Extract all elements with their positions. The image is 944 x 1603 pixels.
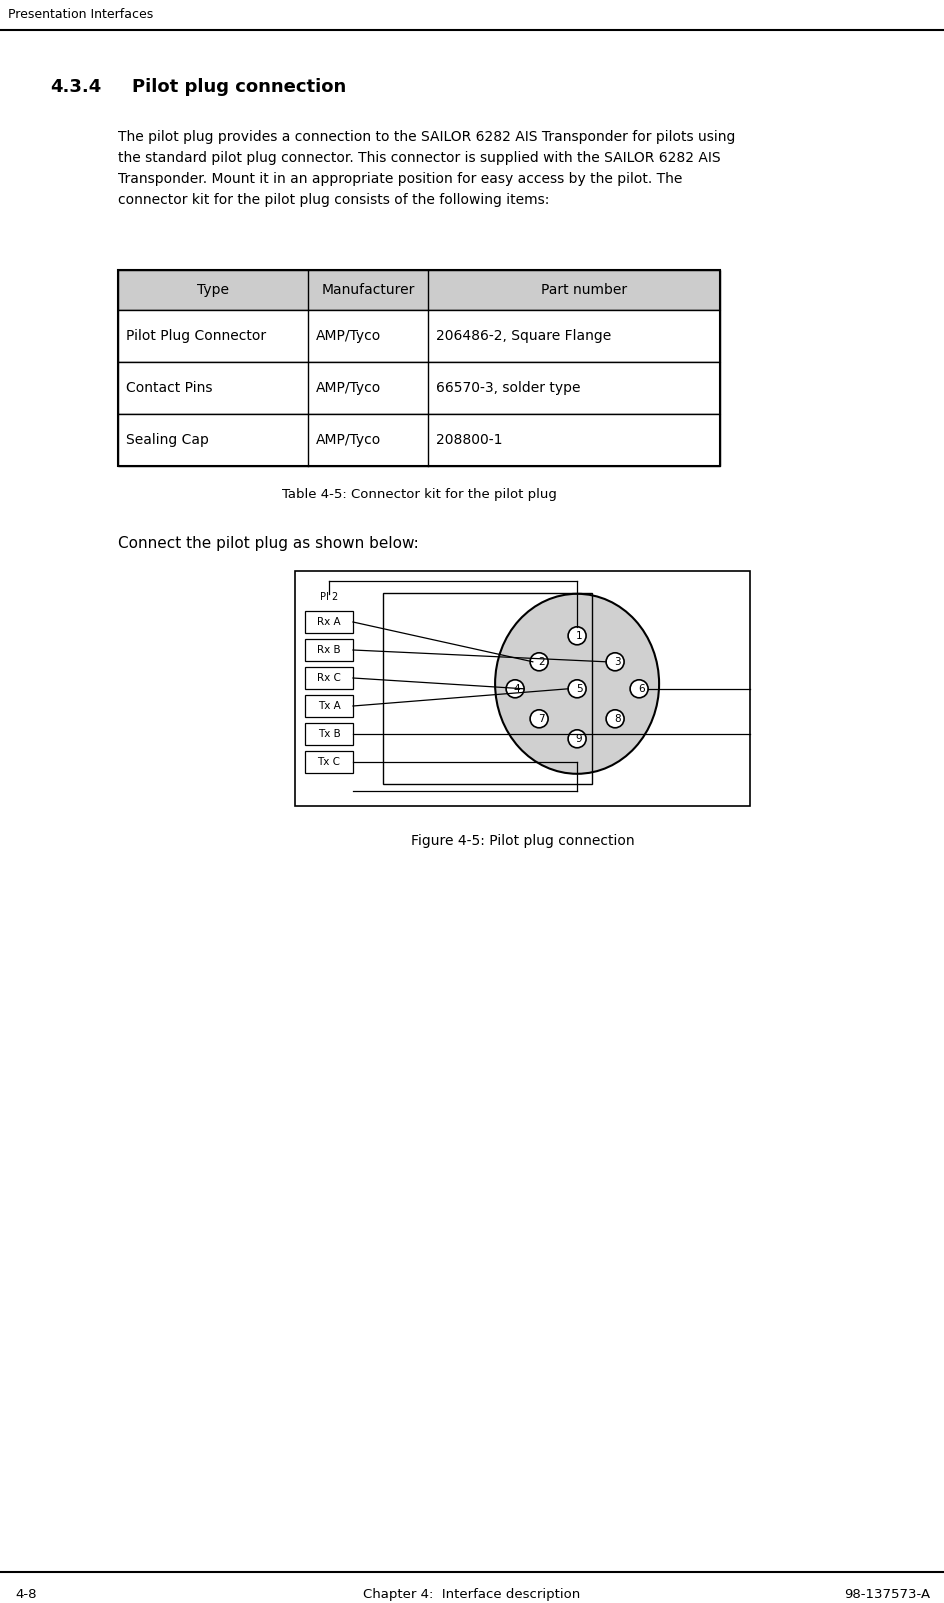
Bar [295, 571, 750, 806]
Text: AMP/Tyco: AMP/Tyco [315, 433, 380, 447]
Text: 208800-1: 208800-1 [435, 433, 502, 447]
Text: 4-8: 4-8 [15, 1589, 37, 1601]
Text: 5: 5 [575, 684, 582, 694]
Text: 9: 9 [575, 734, 582, 744]
Text: The pilot plug provides a connection to the SAILOR 6282 AIS Transponder for pilo: The pilot plug provides a connection to … [118, 130, 734, 144]
Circle shape [530, 710, 548, 728]
Text: Rx A: Rx A [317, 617, 341, 627]
Text: Presentation Interfaces: Presentation Interfaces [8, 8, 153, 21]
Bar [118, 362, 719, 414]
Text: Pilot Plug Connector: Pilot Plug Connector [126, 329, 266, 343]
Text: 1: 1 [575, 632, 582, 641]
Text: Type: Type [196, 284, 228, 297]
Bar [118, 309, 719, 362]
Text: 3: 3 [614, 657, 620, 667]
Text: the standard pilot plug connector. This connector is supplied with the SAILOR 62: the standard pilot plug connector. This … [118, 151, 720, 165]
Text: 6: 6 [637, 684, 644, 694]
Circle shape [630, 680, 648, 697]
Bar [305, 667, 353, 689]
Text: Table 4-5: Connector kit for the pilot plug: Table 4-5: Connector kit for the pilot p… [281, 487, 556, 502]
Text: Part number: Part number [540, 284, 627, 297]
Text: Chapter 4:  Interface description: Chapter 4: Interface description [363, 1589, 580, 1601]
Text: 206486-2, Square Flange: 206486-2, Square Flange [435, 329, 611, 343]
Text: Tx B: Tx B [317, 729, 340, 739]
Circle shape [567, 627, 585, 644]
Circle shape [567, 729, 585, 749]
Text: Contact Pins: Contact Pins [126, 382, 212, 394]
Text: Tx C: Tx C [317, 757, 340, 766]
Circle shape [567, 680, 585, 697]
Bar [305, 611, 353, 633]
Text: 4.3.4: 4.3.4 [50, 79, 101, 96]
Bar [118, 269, 719, 466]
Text: Sealing Cap: Sealing Cap [126, 433, 209, 447]
Text: 98-137573-A: 98-137573-A [843, 1589, 929, 1601]
Circle shape [506, 680, 524, 697]
Text: Connect the pilot plug as shown below:: Connect the pilot plug as shown below: [118, 535, 418, 551]
Circle shape [530, 652, 548, 670]
Text: Transponder. Mount it in an appropriate position for easy access by the pilot. T: Transponder. Mount it in an appropriate … [118, 172, 682, 186]
Text: Rx B: Rx B [317, 644, 341, 656]
Text: 66570-3, solder type: 66570-3, solder type [435, 382, 580, 394]
Bar [305, 640, 353, 660]
Text: Tx A: Tx A [317, 701, 340, 712]
Bar [305, 696, 353, 717]
Text: 8: 8 [614, 713, 620, 725]
Text: Figure 4-5: Pilot plug connection: Figure 4-5: Pilot plug connection [411, 834, 633, 848]
Text: 4: 4 [514, 684, 520, 694]
Circle shape [605, 652, 623, 670]
Bar [305, 723, 353, 745]
Bar [118, 269, 719, 309]
Text: PI 2: PI 2 [319, 592, 338, 603]
Text: 7: 7 [537, 713, 544, 725]
Text: Rx C: Rx C [317, 673, 341, 683]
Text: Manufacturer: Manufacturer [321, 284, 414, 297]
Circle shape [605, 710, 623, 728]
Text: 2: 2 [537, 657, 544, 667]
Ellipse shape [495, 593, 658, 774]
Text: AMP/Tyco: AMP/Tyco [315, 329, 380, 343]
Bar [118, 414, 719, 466]
Text: connector kit for the pilot plug consists of the following items:: connector kit for the pilot plug consist… [118, 192, 548, 207]
Text: Pilot plug connection: Pilot plug connection [132, 79, 346, 96]
Bar [305, 750, 353, 773]
Bar [382, 593, 592, 784]
Text: AMP/Tyco: AMP/Tyco [315, 382, 380, 394]
